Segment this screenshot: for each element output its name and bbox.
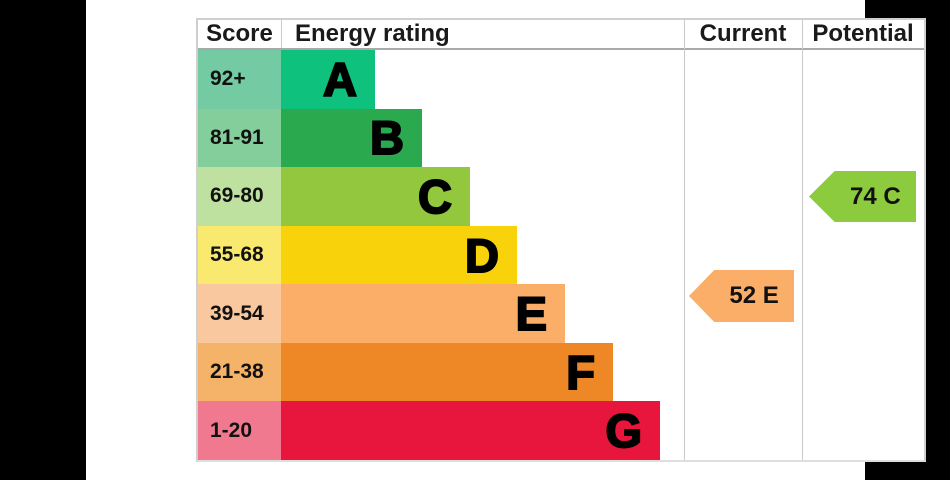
current-column-divider: [684, 20, 685, 460]
rating-letter-d: D: [464, 228, 500, 282]
rating-letter-c: C: [417, 169, 453, 223]
table-header-row: Score Energy rating Current Potential: [198, 20, 924, 50]
rating-bar-g: G: [281, 401, 660, 461]
score-range-f: 21-38: [198, 342, 281, 402]
band-row-d: 55-68 D: [198, 225, 924, 285]
score-range-e: 39-54: [198, 284, 281, 343]
band-row-a: 92+ A: [198, 50, 924, 109]
score-range-c: 69-80: [198, 167, 281, 226]
band-row-b: 81-91 B: [198, 108, 924, 168]
rating-letter-f: F: [565, 345, 596, 399]
column-header-potential: Potential: [812, 20, 914, 47]
rating-letter-a: A: [322, 52, 358, 106]
header-divider: [281, 20, 282, 48]
score-range-a: 92+: [198, 50, 281, 109]
rating-letter-b: B: [369, 111, 405, 165]
rating-bar-a: A: [281, 50, 375, 109]
band-row-e: 39-54 E: [198, 284, 924, 343]
column-header-energy-rating: Energy rating: [295, 20, 450, 47]
rating-bar-c: C: [281, 167, 470, 226]
epc-table: Score Energy rating Current Potential 92…: [196, 18, 926, 462]
rating-bar-d: D: [281, 225, 517, 285]
potential-rating-label: 74 C: [849, 182, 901, 210]
chart-sheet: Score Energy rating Current Potential 92…: [86, 0, 926, 480]
score-range-d: 55-68: [198, 225, 281, 285]
rating-letter-g: G: [604, 404, 643, 458]
band-row-c: 69-80 C: [198, 167, 924, 226]
column-header-current: Current: [699, 20, 787, 47]
score-range-b: 81-91: [198, 108, 281, 168]
potential-column-divider: [802, 20, 803, 460]
rating-bar-b: B: [281, 108, 422, 168]
rating-letter-e: E: [515, 287, 548, 341]
score-range-g: 1-20: [198, 401, 281, 461]
rating-bar-e: E: [281, 284, 565, 343]
current-rating-label: 52 E: [729, 282, 779, 309]
column-header-score: Score: [206, 20, 273, 47]
rating-bar-f: F: [281, 342, 613, 402]
current-rating-arrow: 52 E: [689, 270, 794, 322]
band-row-g: 1-20 G: [198, 401, 924, 461]
band-row-f: 21-38 F: [198, 342, 924, 402]
potential-rating-arrow: 74 C: [809, 171, 916, 222]
rating-bands: 92+ A 81-91 B 69-80 C: [198, 50, 924, 461]
